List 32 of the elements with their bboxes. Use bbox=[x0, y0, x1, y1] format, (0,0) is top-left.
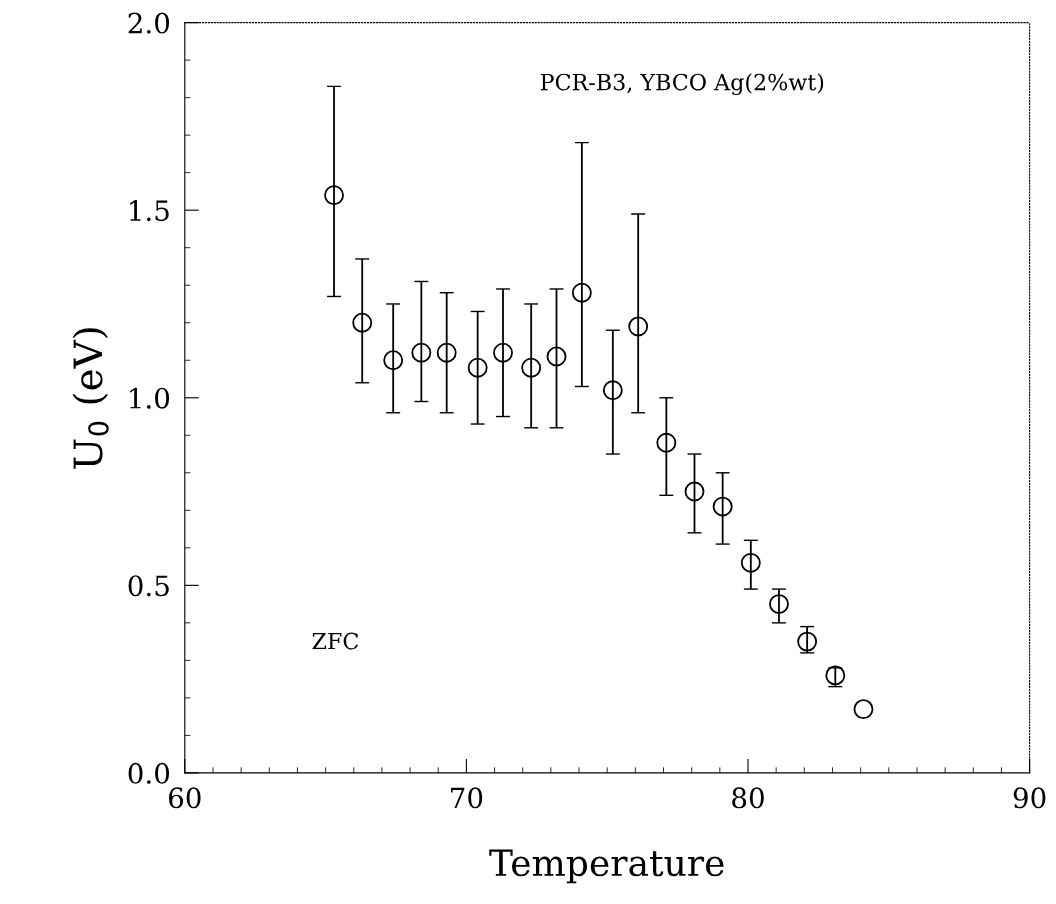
point bbox=[383, 350, 404, 371]
x-tick-label: 60 bbox=[168, 787, 201, 809]
point bbox=[411, 342, 432, 363]
x-axis-title: Temperature bbox=[489, 849, 724, 884]
y-tick-label: 1.0 bbox=[130, 387, 170, 409]
point bbox=[436, 342, 457, 363]
x-tick-label: 70 bbox=[451, 787, 483, 809]
x-tick-label: 80 bbox=[732, 787, 764, 809]
point bbox=[324, 185, 344, 206]
y-tick-label: 1.5 bbox=[130, 200, 169, 222]
point bbox=[628, 316, 649, 337]
point bbox=[493, 342, 513, 363]
point bbox=[853, 699, 874, 720]
annotation: PCR-B3, YBCO Ag(2%wt) bbox=[540, 73, 824, 96]
y-tick-label: 0.0 bbox=[128, 762, 170, 784]
point bbox=[740, 552, 761, 573]
point bbox=[521, 357, 542, 378]
y-tick-label: 2.0 bbox=[128, 12, 170, 34]
point bbox=[571, 282, 592, 303]
point bbox=[797, 631, 818, 652]
point bbox=[467, 357, 488, 378]
point bbox=[352, 312, 373, 333]
point bbox=[769, 594, 789, 615]
point bbox=[712, 496, 733, 517]
point bbox=[602, 380, 623, 401]
y-axis-title: U$_{0}$ (eV) bbox=[72, 328, 109, 469]
annotation: ZFC bbox=[312, 632, 359, 650]
point bbox=[546, 346, 567, 367]
point bbox=[684, 481, 705, 502]
x-tick-label: 90 bbox=[1013, 787, 1046, 809]
y-tick-label: 0.5 bbox=[128, 575, 169, 597]
point bbox=[656, 432, 677, 453]
